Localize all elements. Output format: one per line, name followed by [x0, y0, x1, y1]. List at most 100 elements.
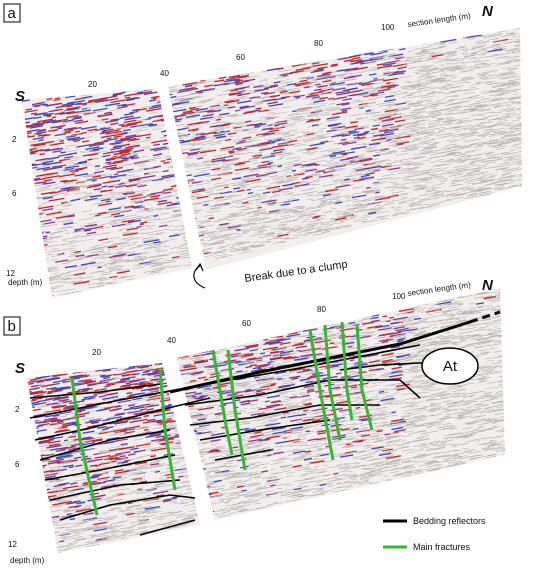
texture-stroke — [156, 254, 170, 258]
texture-stroke — [336, 92, 350, 96]
texture-stroke — [302, 96, 318, 100]
texture-stroke — [77, 195, 92, 199]
texture-stroke — [210, 241, 224, 244]
texture-stroke — [496, 385, 504, 388]
texture-stroke — [311, 461, 326, 465]
texture-stroke — [334, 217, 347, 221]
texture-stroke — [295, 109, 308, 112]
texture-stroke — [255, 110, 264, 113]
texture-stroke — [272, 190, 281, 194]
texture-stroke — [503, 447, 505, 450]
texture-stroke — [186, 174, 192, 177]
texture-stroke — [478, 142, 488, 145]
texture-stroke — [99, 278, 110, 282]
texture-stroke — [519, 93, 522, 95]
texture-stroke — [311, 103, 319, 106]
texture-stroke — [221, 171, 229, 174]
texture-stroke — [29, 125, 44, 129]
texture-stroke — [178, 77, 193, 81]
texture-stroke — [394, 119, 406, 123]
texture-stroke — [350, 52, 356, 55]
texture-stroke — [85, 544, 101, 548]
texture-stroke — [374, 182, 384, 185]
texture-stroke — [403, 62, 415, 65]
texture-stroke — [465, 176, 476, 179]
texture-stroke — [297, 149, 308, 152]
texture-stroke — [278, 79, 290, 82]
texture-stroke — [69, 245, 77, 247]
texture-stroke — [143, 239, 160, 244]
texture-stroke — [72, 117, 82, 120]
texture-stroke — [211, 157, 223, 161]
texture-stroke — [183, 125, 189, 128]
texture-stroke — [175, 178, 181, 181]
texture-stroke — [439, 112, 453, 116]
texture-stroke — [422, 151, 438, 155]
texture-stroke — [425, 175, 442, 179]
texture-stroke — [94, 150, 109, 154]
texture-stroke — [440, 416, 454, 420]
texture-stroke — [36, 166, 51, 171]
texture-stroke — [276, 67, 284, 70]
texture-stroke — [437, 136, 445, 139]
texture-stroke — [206, 89, 217, 92]
texture-stroke — [25, 108, 33, 111]
texture-stroke — [314, 347, 322, 351]
texture-stroke — [86, 278, 102, 282]
texture-stroke — [172, 256, 186, 260]
texture-stroke — [295, 107, 312, 111]
texture-stroke — [421, 48, 428, 51]
texture-stroke — [295, 84, 302, 87]
texture-stroke — [249, 233, 264, 237]
texture-stroke — [484, 51, 492, 54]
texture-stroke — [225, 203, 232, 206]
texture-stroke — [474, 94, 481, 97]
texture-stroke — [242, 217, 258, 221]
texture-stroke — [317, 66, 328, 70]
texture-stroke — [76, 184, 87, 188]
texture-stroke — [342, 214, 352, 217]
texture-stroke — [27, 532, 36, 536]
texture-stroke — [412, 122, 420, 125]
texture-stroke — [407, 412, 413, 414]
texture-stroke — [265, 141, 276, 145]
texture-stroke — [230, 184, 238, 187]
texture-stroke — [426, 71, 432, 73]
texture-stroke — [483, 77, 493, 80]
texture-stroke — [236, 205, 247, 209]
texture-stroke — [365, 85, 373, 88]
texture-stroke — [366, 147, 373, 150]
texture-stroke — [280, 95, 290, 99]
texture-stroke — [22, 162, 27, 165]
texture-stroke — [392, 133, 407, 137]
texture-stroke — [420, 50, 426, 53]
texture-stroke — [407, 310, 414, 314]
texture-stroke — [342, 198, 359, 202]
texture-stroke — [491, 361, 503, 365]
texture-stroke — [189, 224, 195, 227]
texture-stroke — [31, 244, 44, 249]
texture-stroke — [252, 100, 264, 103]
texture-stroke — [245, 206, 251, 209]
texture-stroke — [74, 250, 81, 254]
texture-stroke — [469, 128, 478, 131]
texture-stroke — [403, 125, 418, 129]
texture-stroke — [474, 66, 481, 68]
texture-stroke — [503, 134, 513, 137]
texture-stroke — [228, 74, 241, 79]
texture-stroke — [157, 153, 163, 156]
texture-stroke — [128, 154, 138, 157]
texture-stroke — [292, 211, 303, 214]
texture-stroke — [496, 120, 509, 123]
texture-stroke — [450, 183, 456, 185]
texture-stroke — [412, 138, 421, 141]
texture-stroke — [404, 64, 410, 67]
texture-stroke — [208, 217, 215, 220]
texture-stroke — [469, 141, 484, 145]
texture-stroke — [293, 163, 302, 167]
texture-stroke — [385, 440, 401, 444]
texture-stroke — [217, 513, 226, 516]
texture-stroke — [185, 96, 199, 99]
texture-stroke — [462, 60, 476, 64]
texture-stroke — [50, 233, 55, 235]
